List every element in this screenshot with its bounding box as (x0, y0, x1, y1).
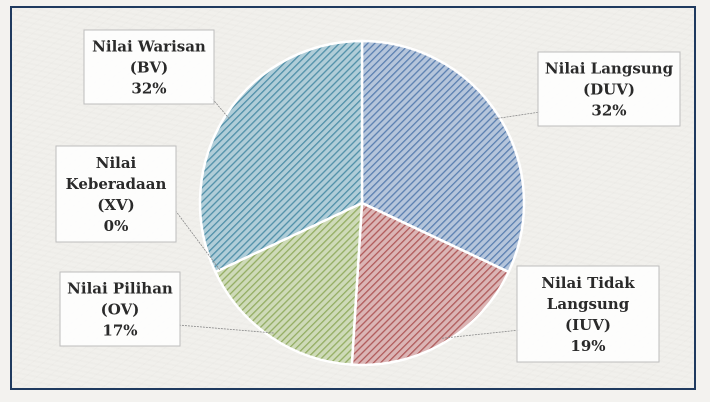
data-label-box (83, 29, 215, 105)
data-label-text: Langsung (547, 295, 630, 313)
data-label-4: Nilai Warisan (BV) 32% (83, 29, 215, 105)
data-label-text: (DUV) (583, 81, 635, 99)
leader-line-1 (441, 329, 521, 339)
data-label-box (537, 51, 681, 127)
pie-slice-1 (350, 201, 511, 367)
data-label-2: Nilai Pilihan (OV) 17% (59, 271, 181, 347)
leader-line-3 (174, 209, 221, 271)
data-label-text: (OV) (101, 301, 140, 319)
data-label-text: Keberadaan (66, 175, 167, 193)
data-label-box (55, 145, 177, 243)
data-label-1: Nilai Tidak Langsung (IUV) 19% (516, 265, 660, 363)
data-label-3: Nilai Keberadaan (XV) 0% (55, 145, 177, 243)
data-label-percent: 32% (591, 102, 626, 120)
leader-line-2 (177, 324, 274, 334)
data-label-text: Nilai Langsung (545, 60, 674, 78)
data-label-text: (BV) (130, 59, 169, 77)
pie-slices (198, 39, 526, 367)
data-label-text: Nilai Pilihan (67, 280, 173, 298)
data-label-box (516, 265, 660, 363)
data-label-text: (XV) (97, 196, 134, 214)
data-label-0: Nilai Langsung (DUV) 32% (537, 51, 681, 127)
data-labels: Nilai Langsung (DUV) 32% Nilai Tidak Langsun… (55, 29, 681, 363)
pie-slice-4 (198, 39, 364, 274)
data-label-percent: 32% (131, 80, 166, 98)
leader-line-0 (494, 111, 541, 120)
data-label-text: Nilai Tidak (541, 274, 635, 292)
data-label-box (59, 271, 181, 347)
data-label-percent: 17% (102, 322, 137, 340)
data-label-percent: 0% (104, 217, 129, 235)
pie-slice-0 (360, 39, 526, 274)
data-label-text: Nilai Warisan (92, 38, 206, 56)
data-label-text: (IUV) (565, 316, 611, 334)
data-label-text: Nilai (96, 154, 137, 172)
data-label-percent: 19% (570, 337, 605, 355)
pie-slice-2 (213, 200, 364, 367)
